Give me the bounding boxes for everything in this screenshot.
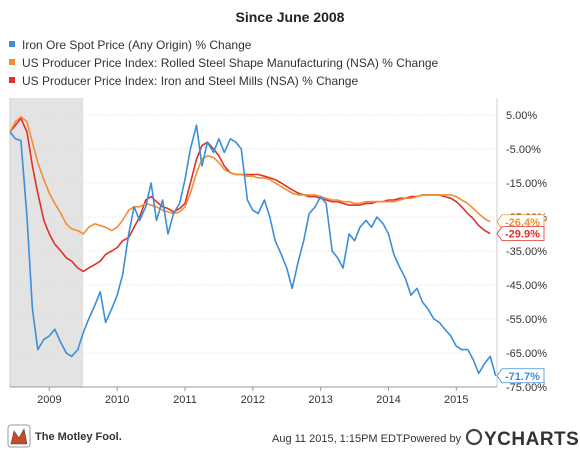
- y-tick-label: -65.00%: [506, 348, 547, 360]
- ycharts-wordmark: YCHARTS: [484, 429, 579, 450]
- y-tick-label: -75.00%: [506, 382, 547, 394]
- end-label-iron-steel-mills: -29.9%: [505, 229, 540, 241]
- legend-label-rolled-steel: US Producer Price Index: Rolled Steel Sh…: [22, 56, 439, 70]
- x-tick-label: 2012: [241, 394, 265, 406]
- legend-swatch-rolled-steel: [9, 59, 15, 65]
- series-line-iron-steel-mills: [9, 117, 491, 273]
- plot-area: 5.00%-5.00%-15.00%-25.00%-35.00%-45.00%-…: [9, 98, 547, 406]
- end-label-iron-ore: -71.7%: [505, 371, 540, 383]
- footer-powered-by: Powered by: [403, 433, 462, 445]
- chart-title: Since June 2008: [236, 9, 345, 25]
- recession-shading: [10, 98, 84, 387]
- end-label-box-iron-ore: [496, 368, 545, 384]
- legend-item-iron-steel-mills: US Producer Price Index: Iron and Steel …: [9, 74, 358, 88]
- y-tick-label: -15.00%: [506, 178, 547, 190]
- series-line-rolled-steel: [9, 115, 491, 235]
- end-label-rolled-steel: -26.4%: [505, 217, 540, 229]
- ycharts-mark-icon: [465, 428, 483, 446]
- x-tick-label: 2009: [37, 394, 61, 406]
- y-tick-label: -35.00%: [506, 246, 547, 258]
- footer-timestamp: Aug 11 2015, 1:15PM EDT.: [272, 433, 405, 445]
- y-tick-label: -5.00%: [506, 144, 541, 156]
- motley-fool-brand: The Motley Fool.: [35, 431, 122, 443]
- jester-hat-shape: [10, 428, 28, 445]
- x-tick-label: 2015: [444, 394, 468, 406]
- x-tick-label: 2010: [105, 394, 129, 406]
- ycharts-logo: YCHARTS: [465, 428, 579, 450]
- y-tick-label: -55.00%: [506, 314, 547, 326]
- x-tick-label: 2013: [308, 394, 332, 406]
- legend-item-rolled-steel: US Producer Price Index: Rolled Steel Sh…: [9, 56, 439, 70]
- y-tick-label: -45.00%: [506, 280, 547, 292]
- legend-swatch-iron-steel-mills: [9, 77, 15, 83]
- y-tick-label: 5.00%: [506, 110, 537, 122]
- legend-item-iron-ore: Iron Ore Spot Price (Any Origin) % Chang…: [9, 38, 252, 52]
- legend-label-iron-ore: Iron Ore Spot Price (Any Origin) % Chang…: [22, 38, 252, 52]
- legend: Iron Ore Spot Price (Any Origin) % Chang…: [9, 38, 439, 88]
- motley-fool-logo: The Motley Fool.: [7, 424, 122, 448]
- series-line-iron-ore: [9, 124, 497, 377]
- footer: The Motley Fool. Aug 11 2015, 1:15PM EDT…: [7, 424, 579, 450]
- legend-swatch-iron-ore: [9, 41, 15, 47]
- legend-label-iron-steel-mills: US Producer Price Index: Iron and Steel …: [22, 74, 358, 88]
- x-tick-label: 2014: [376, 394, 400, 406]
- end-label-box-iron-steel-mills: [496, 226, 545, 242]
- x-tick-label: 2011: [173, 394, 197, 406]
